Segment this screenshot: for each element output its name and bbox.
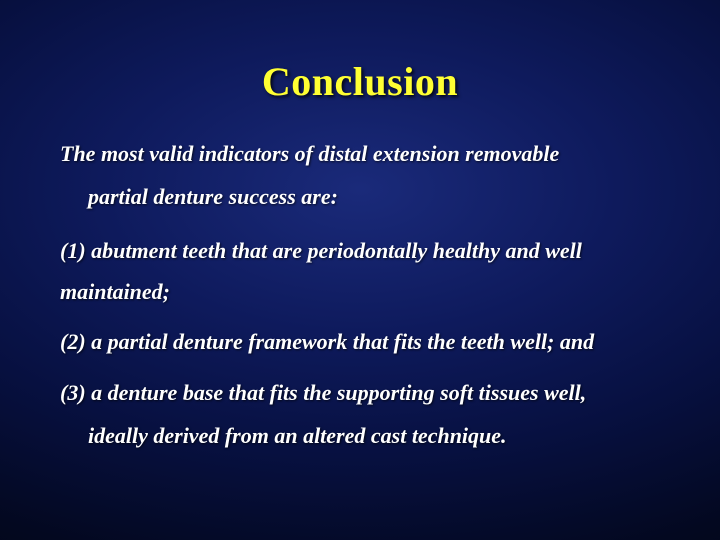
point-1: (1) abutment teeth that are periodontall… — [60, 237, 660, 306]
point-1-line-1: (1) abutment teeth that are periodontall… — [60, 238, 582, 263]
point-3-line-1: (3) a denture base that fits the support… — [60, 380, 586, 405]
slide-title: Conclusion — [60, 60, 660, 104]
point-2: (2) a partial denture framework that fit… — [60, 328, 660, 357]
point-3: (3) a denture base that fits the support… — [60, 379, 660, 450]
intro-line-1: The most valid indicators of distal exte… — [60, 140, 660, 169]
slide-container: Conclusion The most valid indicators of … — [0, 0, 720, 540]
intro-line-2: partial denture success are: — [60, 183, 660, 212]
point-3-line-2: ideally derived from an altered cast tec… — [60, 422, 660, 451]
intro-paragraph: The most valid indicators of distal exte… — [60, 140, 660, 211]
point-1-line-2: maintained; — [60, 278, 660, 307]
